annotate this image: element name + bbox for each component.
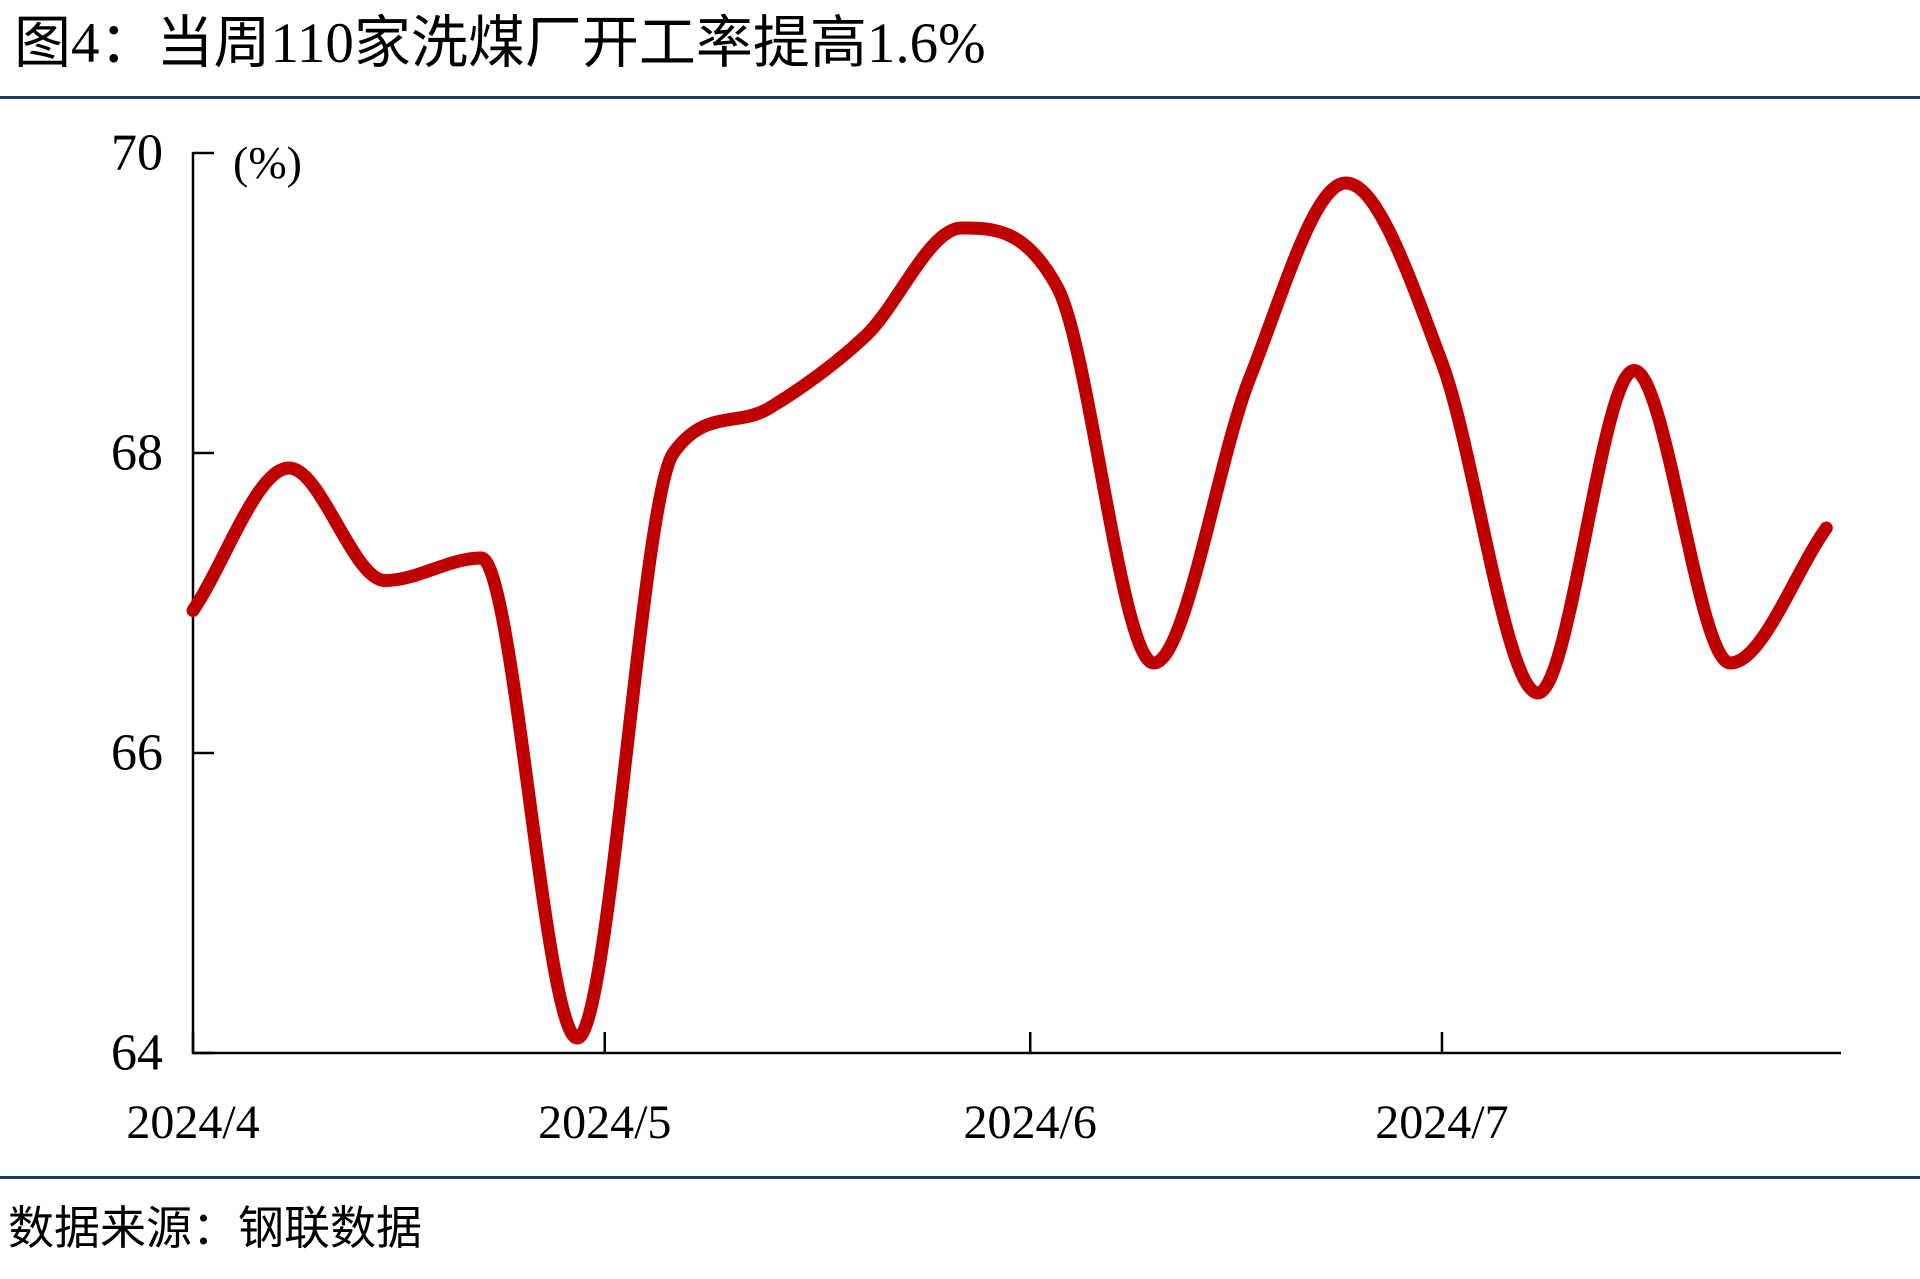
- x-tick-label: 2024/7: [1375, 1096, 1508, 1149]
- y-unit-label: (%): [233, 137, 302, 188]
- x-tick-label: 2024/5: [538, 1096, 671, 1149]
- top-separator-rule: [0, 96, 1920, 99]
- x-tick-label: 2024/6: [964, 1096, 1097, 1149]
- data-source-note: 数据来源：钢联数据: [8, 1203, 422, 1254]
- y-tick-label: 66: [111, 725, 163, 782]
- series-line-operating-rate: [186, 176, 1833, 1045]
- chart-title: 图4：当周110家洗煤厂开工率提高1.6%: [14, 12, 986, 75]
- y-tick-label: 64: [111, 1025, 163, 1082]
- axis-frame: [191, 152, 1841, 1055]
- y-tick-label: 68: [111, 425, 163, 482]
- bottom-separator-rule: [0, 1176, 1920, 1179]
- x-tick-label: 2024/4: [126, 1096, 259, 1149]
- y-tick-label: 70: [111, 125, 163, 182]
